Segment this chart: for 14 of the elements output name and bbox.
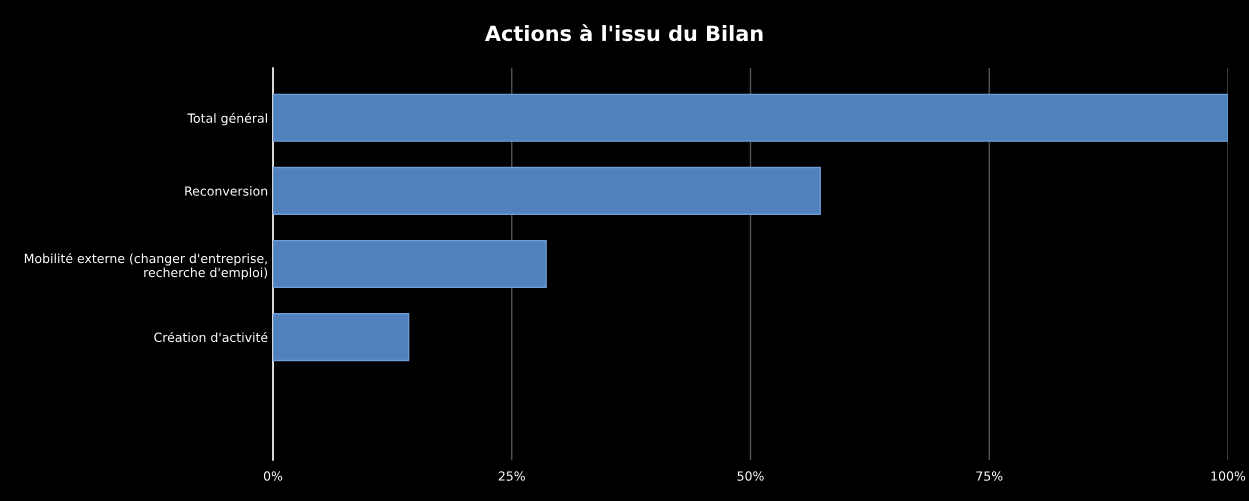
bar <box>273 93 1228 142</box>
bar <box>273 166 821 215</box>
y-tick-label: Mobilité externe (changer d'entreprise, recherche d'emploi) <box>24 252 268 280</box>
x-tick-label: 50% <box>737 471 764 481</box>
bar <box>273 239 547 289</box>
bar <box>273 313 410 362</box>
chart-title: Actions à l'issu du Bilan <box>484 24 763 42</box>
x-tick-label: 0% <box>263 471 283 481</box>
y-tick-label: Création d'activité <box>154 331 268 343</box>
x-tick-label: 75% <box>976 471 1003 481</box>
y-tick-label: Total général <box>187 112 267 126</box>
x-tick-label: 100% <box>1211 471 1246 481</box>
y-tick-label: Reconversion <box>185 186 268 196</box>
x-tick-label: 25% <box>498 471 525 481</box>
